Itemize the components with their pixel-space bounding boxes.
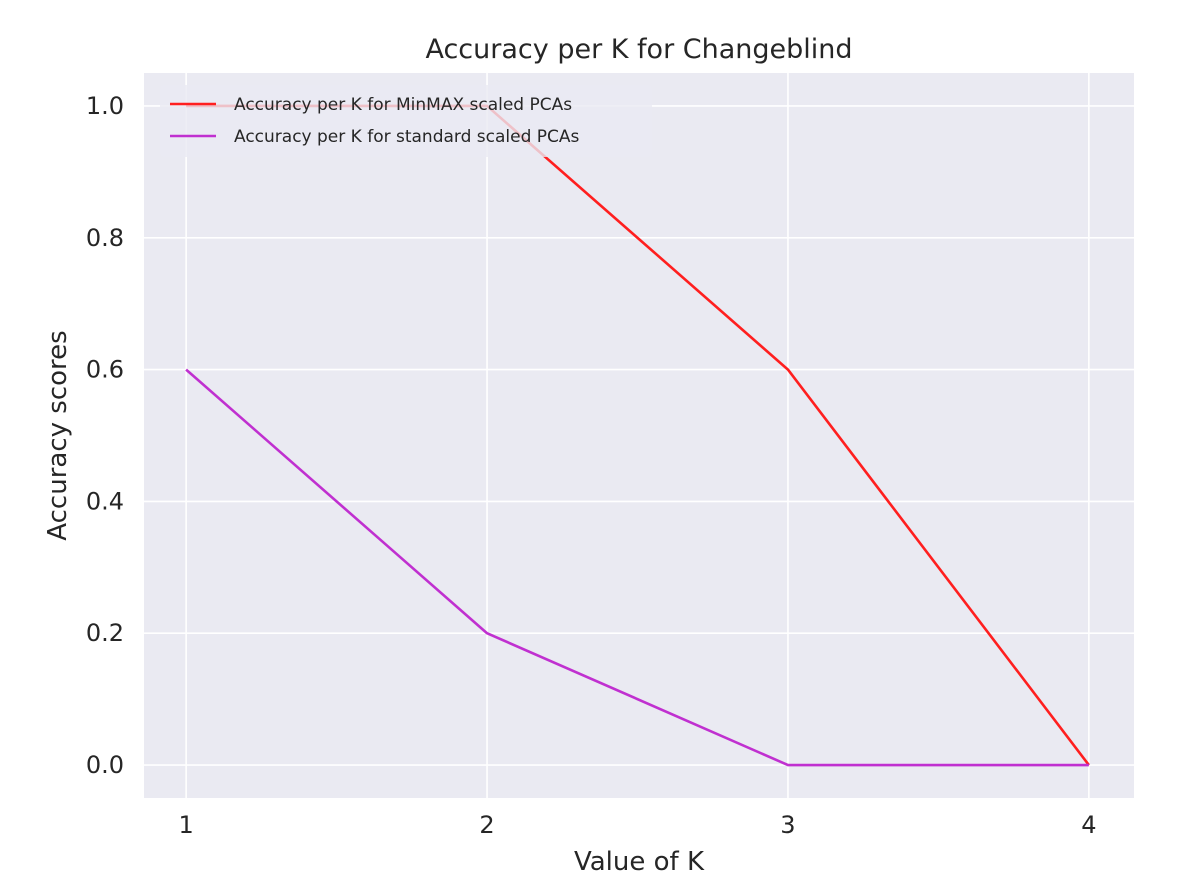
chart-title: Accuracy per K for Changeblind (425, 34, 852, 65)
legend-label-minmax: Accuracy per K for MinMAX scaled PCAs (234, 95, 572, 115)
x-axis-label: Value of K (574, 847, 705, 877)
y-tick-label: 0.0 (86, 751, 124, 779)
x-axis-ticks: 1 2 3 4 (178, 811, 1096, 839)
x-tick-label: 1 (178, 811, 193, 839)
y-tick-label: 0.6 (86, 356, 124, 384)
y-tick-label: 0.4 (86, 487, 124, 515)
y-tick-label: 0.2 (86, 619, 124, 647)
legend-box (160, 85, 652, 157)
legend-label-standard: Accuracy per K for standard scaled PCAs (234, 127, 580, 147)
y-axis-ticks: 0.0 0.2 0.4 0.6 0.8 1.0 (86, 92, 124, 779)
legend: Accuracy per K for MinMAX scaled PCAs Ac… (160, 85, 652, 157)
x-tick-label: 4 (1081, 811, 1096, 839)
y-tick-label: 0.8 (86, 224, 124, 252)
plot-area (144, 73, 1134, 798)
x-tick-label: 3 (780, 811, 795, 839)
series-line-standard (185, 368, 1089, 767)
x-tick-label: 2 (479, 811, 494, 839)
y-axis-label: Accuracy scores (43, 330, 73, 540)
y-tick-label: 1.0 (86, 92, 124, 120)
